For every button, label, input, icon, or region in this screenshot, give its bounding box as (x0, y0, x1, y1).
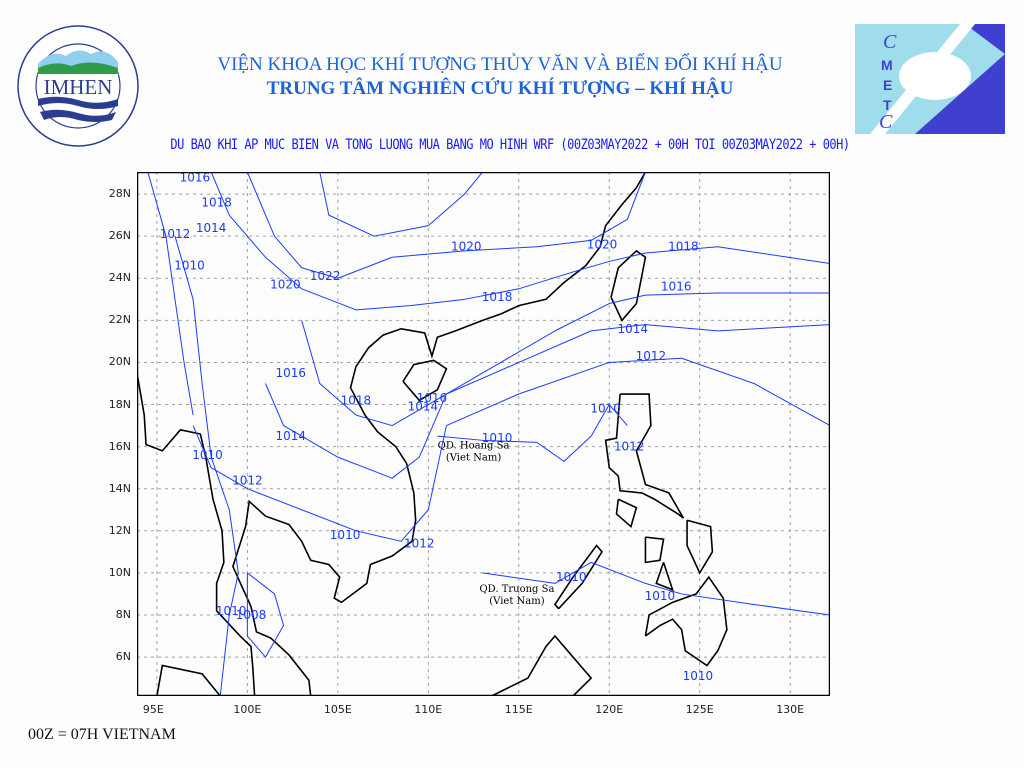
lon-tick-label: 95E (142, 703, 164, 716)
coastline (644, 536, 665, 564)
isobar-line (482, 561, 830, 616)
svg-text:C: C (879, 111, 893, 133)
place-name: QD. Truong Sa (479, 584, 554, 595)
coastline (553, 544, 604, 610)
isobars (147, 172, 830, 696)
svg-text:T: T (883, 97, 892, 113)
map-frame (137, 172, 830, 696)
coastline (402, 359, 448, 402)
map-title: DU BAO KHI AP MUC BIEN VA TONG LUONG MUA… (170, 135, 850, 153)
lat-tick-label: 20N (108, 355, 131, 369)
lon-tick-label: 115E (504, 703, 533, 716)
coastlines (137, 172, 728, 696)
isobar-label: 1018 (341, 393, 372, 407)
isobar-line (301, 292, 830, 427)
lat-tick-label: 12N (108, 523, 131, 537)
time-note: 00Z = 07H VIETNAM (28, 726, 176, 743)
isobar-label: 1010 (216, 604, 247, 618)
isobar-label: 1010 (645, 589, 676, 603)
isobar-label: 1016 (661, 280, 692, 294)
graticule (137, 172, 830, 696)
coastline (655, 562, 674, 592)
isobar-label: 1014 (196, 221, 227, 235)
lon-tick-label: 100E (233, 703, 262, 716)
isobar-label: 1014 (618, 322, 649, 336)
isobar-label: 1010 (330, 528, 361, 542)
isobar-label: 1020 (451, 240, 482, 254)
lat-tick-label: 6N (115, 650, 131, 664)
isobar-label: 1020 (270, 278, 301, 292)
lat-tick-label: 26N (108, 229, 131, 243)
coastline (491, 634, 593, 696)
isobar-label: 1014 (276, 429, 307, 443)
isobar-line (192, 357, 830, 542)
svg-text:IMHEN: IMHEN (44, 75, 113, 99)
lon-tick-label: 110E (414, 703, 443, 716)
isobar-line (174, 236, 239, 696)
lat-tick-label: 24N (108, 271, 131, 285)
isobar-line (437, 404, 628, 462)
isobar-label: 1016 (417, 391, 448, 405)
isobar-label: 1018 (668, 240, 699, 254)
isobar-label: 1010 (590, 402, 621, 416)
map-background (137, 172, 830, 696)
isobar-label: 1012 (160, 227, 191, 241)
lat-tick-label: 22N (108, 313, 131, 327)
center-title: TRUNG TÂM NGHIÊN CỨU KHÍ TƯỢNG – KHÍ HẬU (266, 78, 734, 99)
isobar-line (319, 172, 483, 237)
lat-tick-label: 18N (108, 397, 131, 411)
isobar-label: 1018 (482, 290, 513, 304)
pressure-map: 1016 1018 1012 1014 1010 1020 1022 1020 1018 1020… (137, 172, 830, 696)
isobar-label: 1022 (310, 269, 341, 283)
place-labels: QD. Hoang Sa(Viet Nam)QD. Truong Sa(Viet… (438, 441, 555, 607)
lon-tick-label: 130E (776, 703, 805, 716)
isobar-line (210, 172, 830, 311)
coastline (156, 664, 221, 696)
imhen-logo: IMHEN (16, 24, 140, 148)
coastline (232, 172, 647, 696)
isobar-labels: 1016 1018 1012 1014 1010 1020 1022 1020 1018 1020… (160, 172, 713, 683)
isobar-label: 1012 (404, 536, 435, 550)
isobar-line (246, 172, 646, 279)
coastline (644, 575, 728, 667)
lat-tick-label: 16N (108, 439, 131, 453)
place-name: QD. Hoang Sa (438, 441, 510, 452)
isobar-line (246, 572, 285, 658)
lat-tick-label: 28N (108, 187, 131, 201)
isobar-label: 1020 (587, 238, 618, 252)
svg-text:M: M (881, 57, 893, 73)
isobar-line (147, 172, 194, 416)
lat-tick-label: 8N (115, 607, 131, 621)
coastline (610, 249, 647, 322)
isobar-label: 1010 (192, 448, 223, 462)
place-country: (Viet Nam) (489, 596, 544, 607)
lon-tick-label: 105E (323, 703, 352, 716)
coastline (604, 393, 685, 519)
lat-tick-label: 14N (108, 481, 131, 495)
isobar-label: 1010 (683, 669, 714, 683)
isobar-label: 1010 (482, 431, 513, 445)
isobar-label: 1016 (276, 366, 307, 380)
coastline (686, 519, 714, 575)
isobar-label: 1018 (201, 196, 232, 210)
isobar-line (265, 324, 830, 479)
institute-title: VIỆN KHOA HỌC KHÍ TƯỢNG THỦY VĂN VÀ BIẾN… (217, 54, 783, 75)
cmetc-logo: C M E T C (855, 24, 1005, 134)
svg-text:C: C (883, 31, 897, 53)
lat-tick-label: 10N (108, 565, 131, 579)
isobar-label: 1016 (180, 172, 211, 184)
lon-tick-label: 125E (685, 703, 714, 716)
coastline (137, 372, 256, 696)
isobar-label: 1010 (174, 259, 205, 273)
isobar-label: 1008 (236, 608, 267, 622)
coastline (615, 498, 638, 529)
lon-tick-label: 120E (595, 703, 624, 716)
isobar-label: 1012 (614, 440, 645, 454)
place-country: (Viet Nam) (446, 453, 501, 464)
isobar-label: 1012 (232, 473, 263, 487)
isobar-label: 1012 (636, 349, 667, 363)
svg-text:E: E (883, 77, 892, 93)
isobar-label: 1010 (556, 570, 587, 584)
isobar-label: 1014 (408, 400, 439, 414)
